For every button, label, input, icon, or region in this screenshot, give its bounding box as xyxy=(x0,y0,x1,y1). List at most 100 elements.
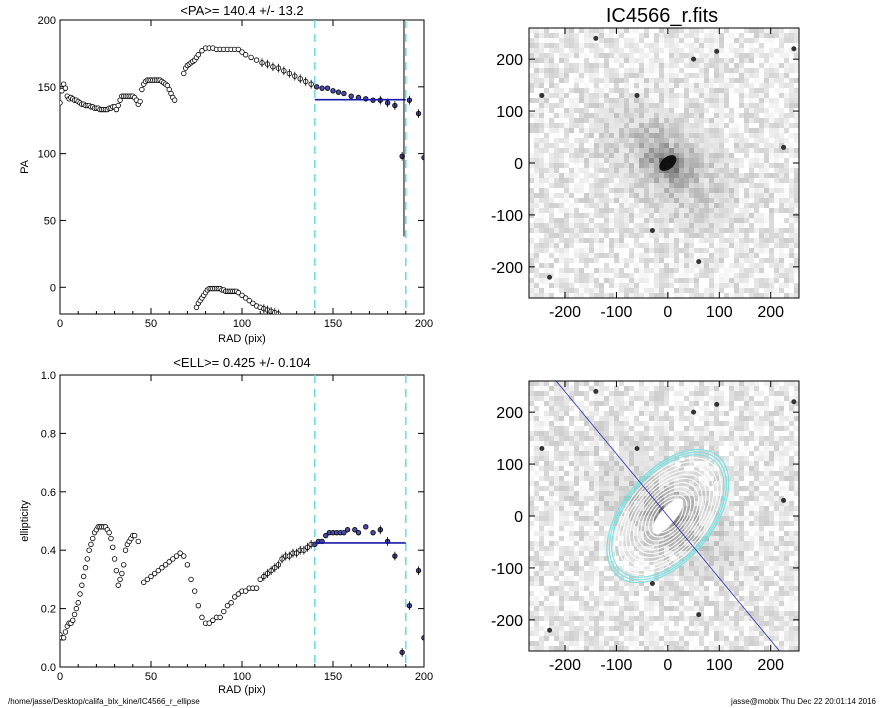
fits-pixel xyxy=(549,193,555,199)
fits-pixel xyxy=(659,28,665,34)
contour-pixel xyxy=(549,536,555,542)
fits-pixel xyxy=(634,48,640,54)
contour-pixel xyxy=(644,631,650,637)
fits-pixel xyxy=(529,168,535,174)
fits-pixel xyxy=(764,33,770,39)
fits-pixel xyxy=(614,248,620,254)
contour-pixel xyxy=(539,611,545,617)
fits-pixel xyxy=(674,43,680,49)
fits-pixel xyxy=(779,238,785,244)
fits-pixel xyxy=(779,213,785,219)
contour-pixel xyxy=(549,561,555,567)
contour-pixel xyxy=(649,446,655,452)
contour-pixel xyxy=(614,541,620,547)
fits-pixel xyxy=(684,43,690,49)
contour-pixel xyxy=(624,396,630,402)
contour-pixel xyxy=(549,621,555,627)
fits-pixel xyxy=(684,208,690,214)
contour-pixel xyxy=(649,616,655,622)
contour-pixel xyxy=(564,421,570,427)
fits-pixel xyxy=(614,268,620,274)
fits-xtick-label: -200 xyxy=(549,304,581,321)
fits-pixel xyxy=(754,288,760,294)
fits-pixel xyxy=(654,98,660,104)
fits-pixel xyxy=(689,228,695,234)
fits-pixel xyxy=(624,278,630,284)
fits-pixel xyxy=(539,178,545,184)
fits-pixel xyxy=(704,43,710,49)
contour-pixel xyxy=(674,381,680,387)
contour-pixel xyxy=(579,441,585,447)
contour-pixel xyxy=(574,511,580,517)
fits-pixel xyxy=(589,268,595,274)
contour-pixel xyxy=(539,551,545,557)
fits-pixel xyxy=(614,153,620,159)
contour-pixel xyxy=(574,401,580,407)
contour-pixel xyxy=(674,426,680,432)
contour-pixel xyxy=(664,646,670,652)
fits-pixel xyxy=(579,268,585,274)
fits-pixel xyxy=(699,193,705,199)
fits-pixel xyxy=(639,243,645,249)
fits-pixel xyxy=(709,63,715,69)
contour-pixel xyxy=(589,391,595,397)
contour-pixel xyxy=(554,391,560,397)
fits-pixel xyxy=(579,278,585,284)
fits-pixel xyxy=(784,223,790,229)
fits-pixel xyxy=(649,213,655,219)
contour-pixel xyxy=(629,436,635,442)
fits-pixel xyxy=(634,293,640,299)
fits-pixel xyxy=(654,198,660,204)
fits-pixel xyxy=(684,163,690,169)
ell-point xyxy=(70,617,76,623)
fits-pixel xyxy=(779,93,785,99)
contour-pixel xyxy=(569,636,575,642)
fits-pixel xyxy=(754,293,760,299)
fits-pixel xyxy=(674,248,680,254)
contour-pixel xyxy=(654,456,660,462)
fits-pixel xyxy=(749,103,755,109)
contour-pixel xyxy=(639,571,645,577)
fits-pixel xyxy=(559,138,565,144)
fits-pixel xyxy=(749,158,755,164)
contour-pixel xyxy=(559,601,565,607)
fits-pixel xyxy=(704,258,710,264)
fits-pixel xyxy=(724,168,730,174)
contour-pixel xyxy=(579,431,585,437)
fits-pixel xyxy=(579,263,585,269)
fits-pixel xyxy=(569,288,575,294)
contour-pixel xyxy=(649,411,655,417)
contour-pixel xyxy=(664,466,670,472)
fits-pixel xyxy=(564,148,570,154)
fits-pixel xyxy=(584,273,590,279)
contour-pixel xyxy=(584,576,590,582)
ell-point xyxy=(210,617,216,623)
fits-pixel xyxy=(689,128,695,134)
fits-pixel xyxy=(749,253,755,259)
pa-point xyxy=(239,49,245,55)
fits-pixel xyxy=(564,193,570,199)
contour-pixel xyxy=(649,591,655,597)
ell-point xyxy=(195,602,202,609)
fits-pixel xyxy=(654,93,660,99)
contour-pixel xyxy=(629,561,635,567)
contour-pixel xyxy=(554,401,560,407)
fits-pixel xyxy=(594,168,600,174)
fits-pixel xyxy=(649,218,655,224)
fits-pixel xyxy=(544,28,550,34)
fits-pixel xyxy=(699,168,705,174)
fits-pixel xyxy=(649,178,655,184)
contour-pixel xyxy=(609,486,615,492)
fits-pixel xyxy=(704,28,710,34)
fits-pixel xyxy=(734,273,740,279)
fits-pixel xyxy=(629,153,635,159)
fits-pixel xyxy=(749,63,755,69)
contour-pixel xyxy=(644,566,650,572)
pa-point xyxy=(235,46,242,53)
fits-pixel xyxy=(689,193,695,199)
fits-pixel xyxy=(794,228,800,234)
fits-pixel xyxy=(794,33,800,39)
contour-pixel xyxy=(579,536,585,542)
fits-pixel xyxy=(679,268,685,274)
fits-pixel xyxy=(569,73,575,79)
